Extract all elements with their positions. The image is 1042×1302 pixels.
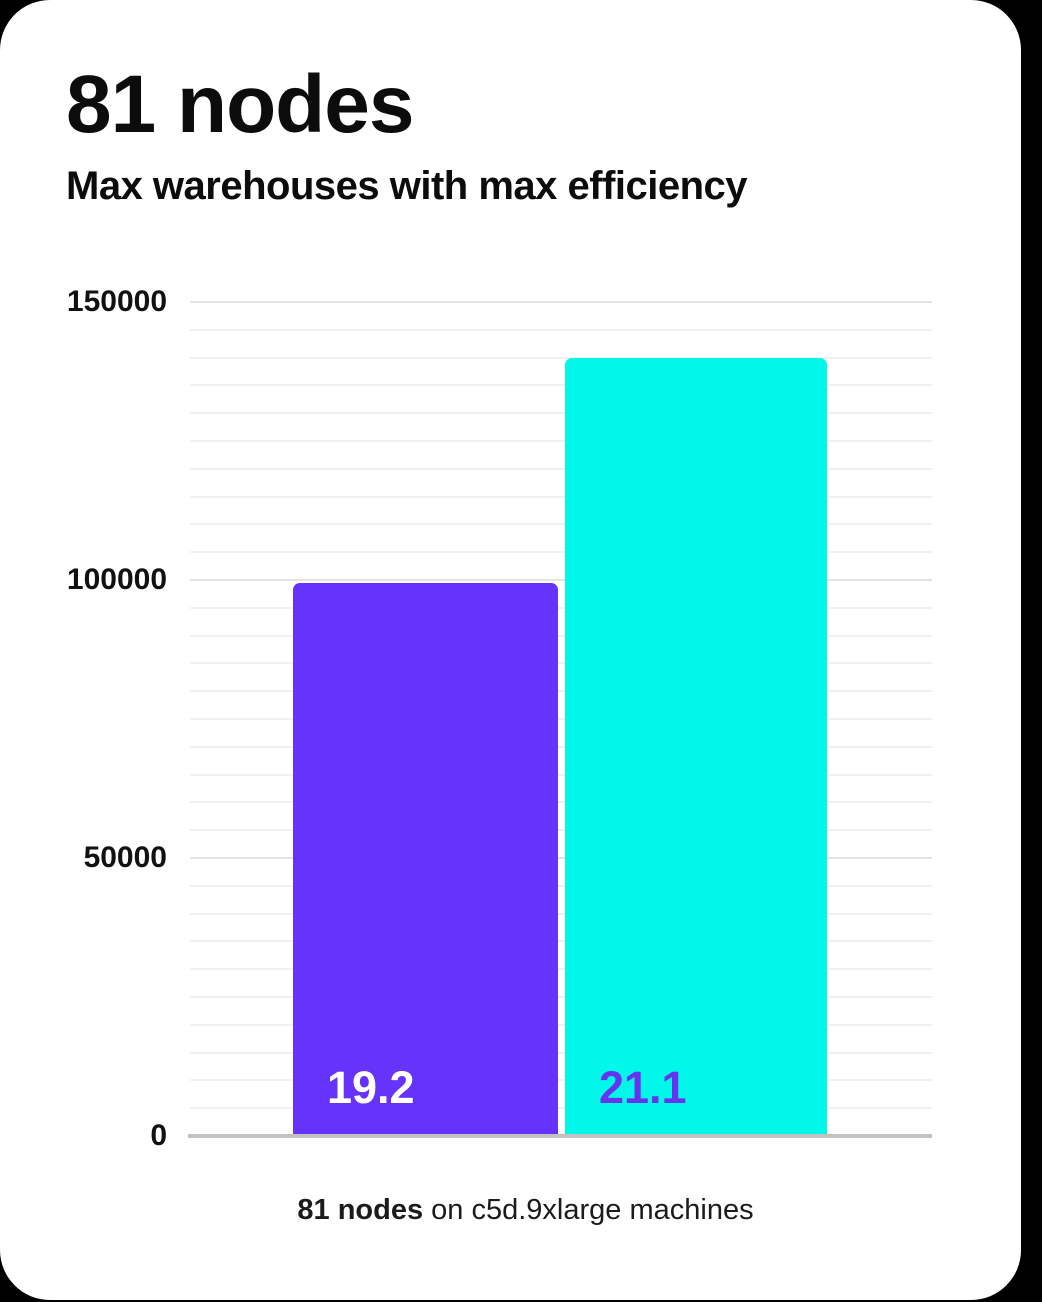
y-tick-label-100000: 100000	[66, 563, 167, 596]
gridline-minor	[190, 328, 932, 331]
page-title: 81 nodes	[66, 59, 414, 150]
gridline-major	[190, 579, 932, 581]
gridline-major	[190, 857, 932, 859]
gridline-minor	[190, 606, 932, 609]
bar-chart: 0 50000 100000 150000 19.2 21.1	[66, 285, 932, 1152]
x-axis-line	[188, 1134, 932, 1138]
gridline-minor	[190, 912, 932, 915]
bar-19.2: 19.2	[293, 582, 558, 1136]
gridline-minor	[190, 745, 932, 748]
bar-21.1: 21.1	[565, 357, 827, 1136]
gridline-minor	[190, 1051, 932, 1054]
plot-area: 19.2 21.1	[188, 301, 932, 1138]
gridline-minor	[190, 1107, 932, 1110]
gridline-minor	[190, 1079, 932, 1082]
y-tick-label-150000: 150000	[66, 285, 167, 318]
bar-value-label: 21.1	[599, 1062, 687, 1113]
gridline-minor	[190, 412, 932, 415]
gridline-minor	[190, 968, 932, 971]
gridline-minor	[190, 356, 932, 359]
y-tick-label-50000: 50000	[83, 841, 167, 874]
gridline-minor	[190, 467, 932, 470]
gridline-minor	[190, 440, 932, 442]
gridline-minor	[190, 940, 932, 943]
gridline-minor	[190, 718, 932, 720]
gridline-minor	[190, 690, 932, 693]
chart-card: 81 nodes Max warehouses with max efficie…	[0, 0, 1021, 1300]
caption-bold-text: 81 nodes	[297, 1194, 424, 1226]
gridline-minor	[190, 551, 932, 554]
page-subtitle: Max warehouses with max efficiency	[66, 164, 748, 208]
gridline-major	[190, 301, 932, 303]
chart-caption: 81 nodes on c5d.9xlarge machines	[30, 1192, 1021, 1230]
gridline-minor	[190, 1023, 932, 1026]
gridline-minor	[190, 829, 932, 832]
gridline-minor	[190, 634, 932, 637]
bar-value-label: 19.2	[327, 1062, 415, 1113]
gridline-minor	[190, 801, 932, 804]
gridline-minor	[190, 773, 932, 776]
gridline-minor	[190, 662, 932, 665]
gridline-minor	[190, 996, 932, 998]
gridline-minor	[190, 884, 932, 887]
y-tick-label-0: 0	[150, 1119, 167, 1152]
gridline-minor	[190, 384, 932, 387]
gridline-minor	[190, 523, 932, 526]
caption-rest-text: on c5d.9xlarge machines	[423, 1194, 754, 1226]
gridline-minor	[190, 495, 932, 498]
